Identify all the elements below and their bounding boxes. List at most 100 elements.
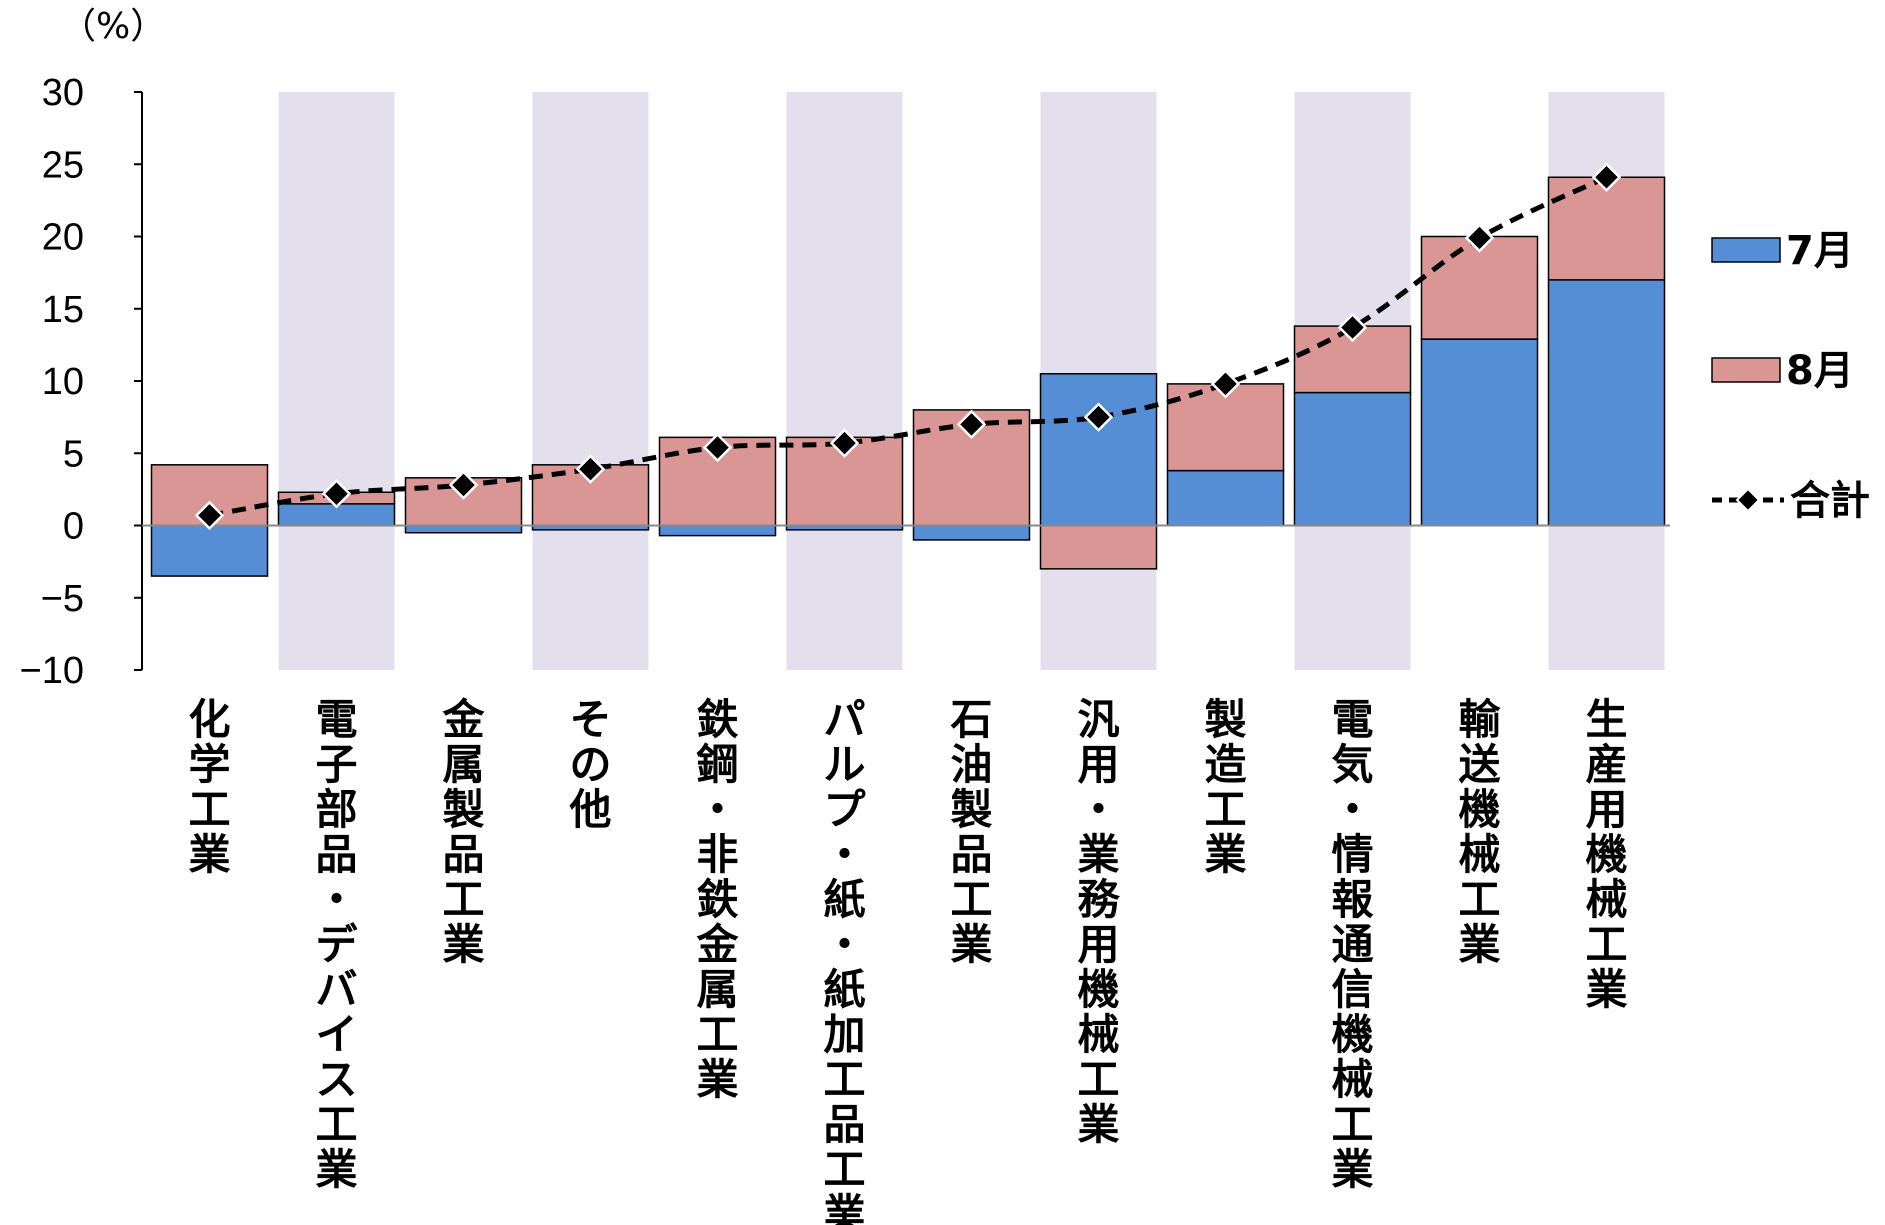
category-label-char: 用: [1077, 740, 1119, 789]
category-label-char: 属: [696, 965, 738, 1014]
total-marker: [956, 409, 987, 440]
category-label-char: 業: [188, 830, 230, 879]
category-label-char: 業: [1331, 1145, 1373, 1194]
bar-segment: [1166, 469, 1285, 527]
legend-swatch-august: [1711, 357, 1781, 383]
category-label-char: 属: [442, 740, 484, 789]
total-marker: [194, 500, 225, 531]
bar-segment: [1547, 176, 1666, 281]
bar-segment: [1293, 325, 1412, 394]
category-label-char: 気: [1331, 740, 1373, 789]
total-marker: [1591, 162, 1622, 193]
category-label-char: 金: [441, 695, 485, 744]
category-label-char: 製: [950, 785, 992, 834]
category-label-char: 業: [696, 1055, 738, 1104]
category-label-char: 品: [950, 830, 992, 879]
total-marker: [702, 432, 733, 463]
total-marker: [1464, 223, 1495, 253]
category-label-char: 紙: [823, 965, 865, 1014]
category-label-char: そ: [569, 695, 611, 744]
category-label-char: イ: [315, 1010, 357, 1059]
bar-segment: [1420, 235, 1539, 340]
category-label-char: 生: [1585, 695, 1627, 744]
category-label-char: ル: [823, 740, 865, 789]
total-marker: [321, 478, 352, 509]
bar-segment: [912, 524, 1031, 541]
axes: [134, 91, 1670, 671]
category-label-char: 化: [188, 695, 230, 744]
legend-label-july: 7月: [1786, 228, 1854, 274]
category-label-char: ス: [315, 1055, 357, 1104]
shaded-band: [278, 92, 395, 670]
category-label-char: 子: [315, 740, 357, 789]
category-label-char: 工: [950, 875, 992, 924]
category-label-char: 工: [823, 1055, 865, 1104]
total-marker: [448, 470, 479, 500]
category-label-char: 業: [1077, 1100, 1119, 1149]
category-label-char: 鉄: [696, 875, 738, 924]
category-label-char: 業: [442, 920, 484, 969]
category-label-char: の: [569, 740, 611, 789]
category-label-char: 鉄: [696, 695, 738, 744]
category-label-char: 電: [315, 695, 357, 744]
category-label-char: 機: [1458, 785, 1500, 834]
category-label-char: 加: [823, 1010, 865, 1059]
y-tick-label: 10: [42, 361, 84, 403]
bar-segment: [1547, 279, 1666, 527]
category-label-char: ・: [696, 785, 738, 834]
category-label-char: 業: [1204, 830, 1246, 879]
legend-swatch-july: [1711, 237, 1781, 263]
bar-segment: [1293, 391, 1412, 527]
bar-segment: [658, 524, 777, 537]
total-marker: [575, 454, 606, 484]
y-tick-label: 20: [42, 217, 84, 259]
category-label-char: 機: [1077, 965, 1119, 1014]
category-label-char: 用: [1585, 785, 1627, 834]
category-label-char: 品: [442, 830, 484, 879]
bar-segment: [1420, 338, 1539, 527]
bar-segment: [404, 524, 523, 534]
category-label-char: 工: [188, 785, 230, 834]
category-label-char: 通: [1331, 920, 1373, 969]
category-label-char: 紙: [823, 875, 865, 924]
category-label-char: 金: [695, 920, 739, 969]
category-label-char: 工: [1077, 1055, 1119, 1104]
shaded-band: [786, 92, 903, 670]
category-label-char: バ: [315, 965, 357, 1014]
legend-marker-total: [1735, 487, 1761, 513]
category-label-char: 業: [1077, 830, 1119, 879]
category-label-char: 工: [315, 1100, 357, 1149]
y-tick-label: 30: [42, 72, 84, 114]
total-marker: [1337, 312, 1368, 343]
bar-segment: [1039, 373, 1158, 527]
category-label-char: 汎: [1077, 695, 1119, 744]
category-label-char: 業: [950, 920, 992, 969]
category-label-char: 業: [1585, 965, 1627, 1014]
category-label-char: 業: [1458, 920, 1500, 969]
category-label-char: 工: [1585, 920, 1627, 969]
total-line: [194, 162, 1622, 531]
category-label-char: 他: [568, 785, 611, 834]
y-tick-label: −10: [20, 650, 84, 692]
total-marker: [1083, 402, 1114, 432]
category-label-char: 工: [1331, 1100, 1373, 1149]
category-label-char: 報: [1331, 875, 1373, 924]
category-label-char: 用: [1077, 920, 1119, 969]
y-tick-label: 15: [42, 289, 84, 331]
category-label-char: ・: [315, 875, 357, 924]
category-label-char: パ: [823, 695, 865, 744]
category-label-char: 業: [315, 1145, 357, 1194]
category-label-char: 械: [1077, 1010, 1119, 1059]
category-label-char: 械: [1331, 1055, 1373, 1104]
category-label-char: 工: [1204, 785, 1246, 834]
category-label-char: 信: [1331, 965, 1373, 1014]
category-label-char: プ: [823, 785, 865, 834]
category-label-char: 業: [823, 1190, 865, 1225]
category-label-char: 工: [696, 1010, 738, 1059]
legend-label-total: 合計: [1790, 478, 1870, 524]
category-label-char: 送: [1458, 740, 1500, 789]
category-label-char: 学: [188, 740, 230, 789]
